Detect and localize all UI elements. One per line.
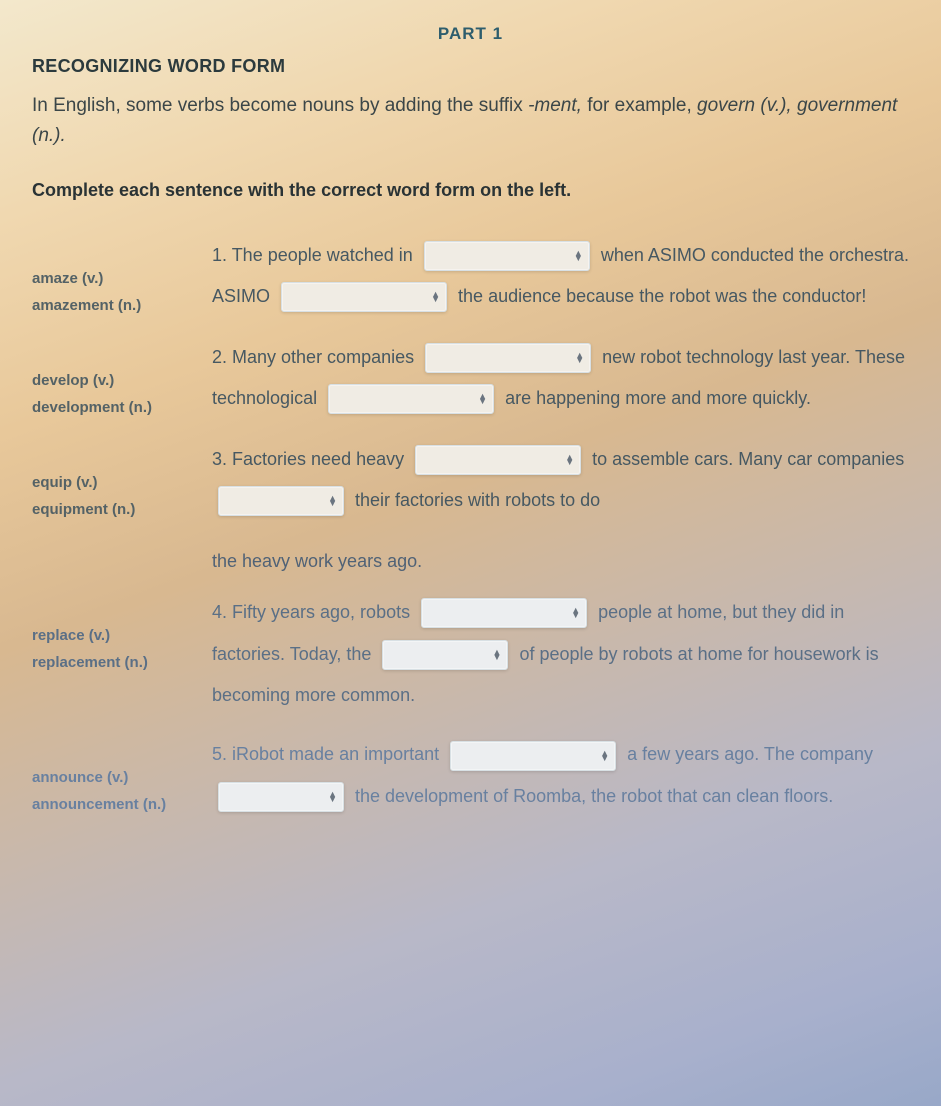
updown-icon: ▲▼ bbox=[574, 251, 583, 261]
part-label: PART 1 bbox=[32, 24, 909, 44]
word-form-label: amaze (v.) bbox=[32, 265, 204, 292]
answer-dropdown[interactable]: ▲▼ bbox=[415, 445, 581, 475]
sentence-column: 3. Factories need heavy ▲▼ to assemble c… bbox=[212, 439, 909, 522]
intro-paragraph: In English, some verbs become nouns by a… bbox=[32, 91, 909, 152]
sentence-text: 5. iRobot made an important bbox=[212, 744, 439, 764]
word-forms-column: amaze (v.)amazement (n.) bbox=[32, 235, 212, 319]
worksheet-page: PART 1 RECOGNIZING WORD FORM In English,… bbox=[0, 0, 941, 860]
sentence-text: are happening more and more quickly. bbox=[505, 388, 811, 408]
answer-dropdown[interactable]: ▲▼ bbox=[218, 782, 344, 812]
items-container: amaze (v.)amazement (n.)1. The people wa… bbox=[32, 235, 909, 819]
exercise-row: equip (v.)equipment (n.)3. Factories nee… bbox=[32, 439, 909, 523]
updown-icon: ▲▼ bbox=[493, 650, 502, 660]
intro-suffix: -ment, bbox=[528, 95, 582, 116]
word-form-label: replace (v.) bbox=[32, 622, 204, 649]
sentence-text: their factories with robots to do bbox=[355, 490, 600, 510]
updown-icon: ▲▼ bbox=[328, 496, 337, 506]
word-form-label: announcement (n.) bbox=[32, 791, 204, 818]
sentence-text: 3. Factories need heavy bbox=[212, 449, 404, 469]
word-form-label: develop (v.) bbox=[32, 367, 204, 394]
updown-icon: ▲▼ bbox=[565, 455, 574, 465]
word-form-label: announce (v.) bbox=[32, 764, 204, 791]
answer-dropdown[interactable]: ▲▼ bbox=[424, 241, 590, 271]
answer-dropdown[interactable]: ▲▼ bbox=[450, 741, 616, 771]
section-title: RECOGNIZING WORD FORM bbox=[32, 56, 909, 77]
word-forms-column: announce (v.)announcement (n.) bbox=[32, 734, 212, 818]
intro-text-post1: for example, bbox=[582, 95, 697, 116]
exercise-row: develop (v.)development (n.)2. Many othe… bbox=[32, 337, 909, 421]
answer-dropdown[interactable]: ▲▼ bbox=[421, 598, 587, 628]
word-forms-column: develop (v.)development (n.) bbox=[32, 337, 212, 421]
sentence-text: a few years ago. The company bbox=[627, 744, 873, 764]
word-form-label: replacement (n.) bbox=[32, 649, 204, 676]
updown-icon: ▲▼ bbox=[575, 353, 584, 363]
word-form-label: amazement (n.) bbox=[32, 292, 204, 319]
sentence-text: to assemble cars. Many car companies bbox=[592, 449, 904, 469]
updown-icon: ▲▼ bbox=[478, 394, 487, 404]
intro-text-pre: In English, some verbs become nouns by a… bbox=[32, 95, 528, 116]
answer-dropdown[interactable]: ▲▼ bbox=[281, 282, 447, 312]
sentence-column: 2. Many other companies ▲▼ new robot tec… bbox=[212, 337, 909, 420]
intro-example-verb: govern (v.), bbox=[697, 95, 792, 116]
sentence-text: 4. Fifty years ago, robots bbox=[212, 602, 410, 622]
answer-dropdown[interactable]: ▲▼ bbox=[425, 343, 591, 373]
sentence-column: 5. iRobot made an important ▲▼ a few yea… bbox=[212, 734, 909, 817]
exercise-row: announce (v.)announcement (n.)5. iRobot … bbox=[32, 734, 909, 818]
updown-icon: ▲▼ bbox=[431, 292, 440, 302]
word-form-label: equipment (n.) bbox=[32, 496, 204, 523]
sentence-text: 2. Many other companies bbox=[212, 347, 414, 367]
answer-dropdown[interactable]: ▲▼ bbox=[382, 640, 508, 670]
sentence-column: 1. The people watched in ▲▼ when ASIMO c… bbox=[212, 235, 909, 318]
word-form-label: development (n.) bbox=[32, 394, 204, 421]
answer-dropdown[interactable]: ▲▼ bbox=[328, 384, 494, 414]
exercise-row: amaze (v.)amazement (n.)1. The people wa… bbox=[32, 235, 909, 319]
word-form-label: equip (v.) bbox=[32, 469, 204, 496]
word-forms-column: equip (v.)equipment (n.) bbox=[32, 439, 212, 523]
updown-icon: ▲▼ bbox=[600, 751, 609, 761]
sentence-column: 4. Fifty years ago, robots ▲▼ people at … bbox=[212, 592, 909, 716]
sentence-text: 1. The people watched in bbox=[212, 245, 413, 265]
exercise-row: replace (v.)replacement (n.)4. Fifty yea… bbox=[32, 592, 909, 716]
instruction-text: Complete each sentence with the correct … bbox=[32, 180, 909, 201]
sentence-text: the audience because the robot was the c… bbox=[458, 286, 866, 306]
updown-icon: ▲▼ bbox=[571, 608, 580, 618]
word-forms-column: replace (v.)replacement (n.) bbox=[32, 592, 212, 676]
updown-icon: ▲▼ bbox=[328, 792, 337, 802]
sentence-continuation: the heavy work years ago. bbox=[212, 541, 909, 582]
answer-dropdown[interactable]: ▲▼ bbox=[218, 486, 344, 516]
sentence-text: the development of Roomba, the robot tha… bbox=[355, 786, 833, 806]
